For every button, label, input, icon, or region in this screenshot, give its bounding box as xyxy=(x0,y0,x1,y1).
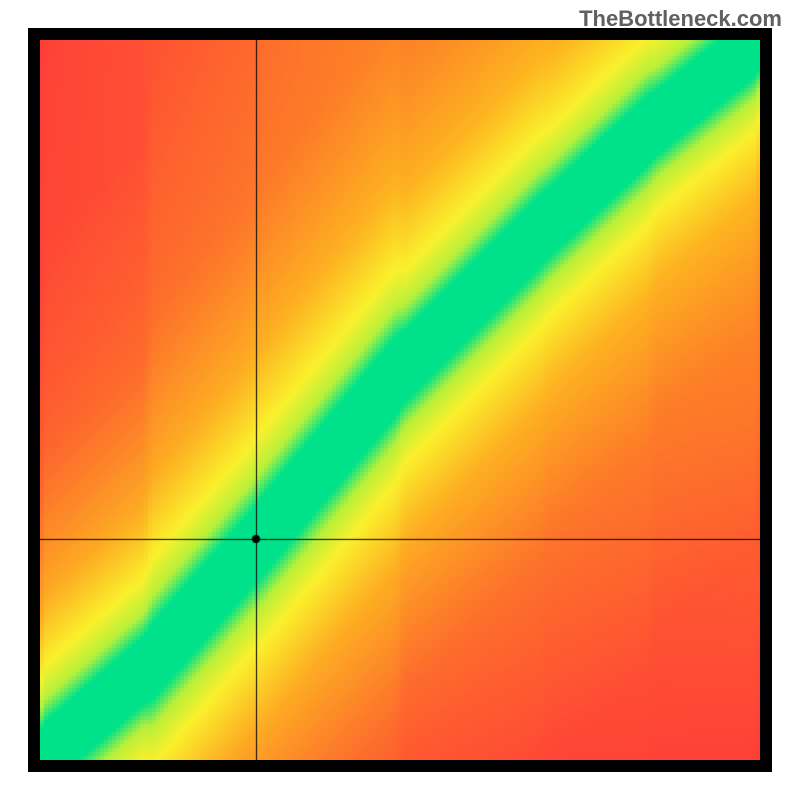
watermark-text: TheBottleneck.com xyxy=(579,6,782,32)
heatmap-canvas xyxy=(40,40,760,760)
container: TheBottleneck.com xyxy=(0,0,800,800)
chart-frame xyxy=(28,28,772,772)
chart-area xyxy=(40,40,760,760)
